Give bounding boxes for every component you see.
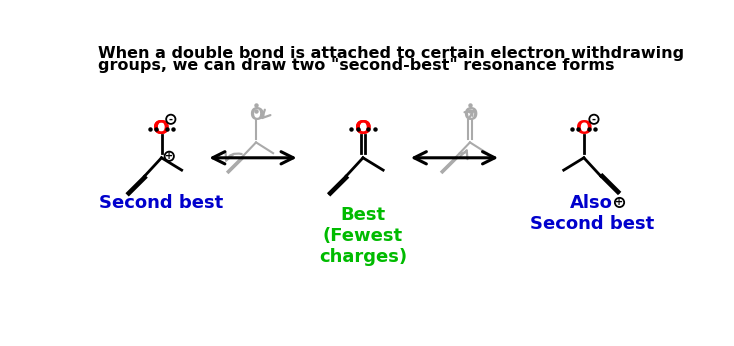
Text: groups, we can draw two "second-best" resonance forms: groups, we can draw two "second-best" re…	[98, 58, 614, 73]
Text: O: O	[463, 106, 477, 124]
Text: +: +	[616, 198, 624, 208]
Text: Second best: Second best	[99, 194, 224, 212]
Text: O: O	[249, 106, 264, 124]
Text: Best
(Fewest
charges): Best (Fewest charges)	[319, 206, 407, 266]
Text: Also
Second best: Also Second best	[529, 194, 654, 233]
Text: O: O	[153, 119, 170, 138]
Text: -: -	[592, 114, 596, 124]
Text: O: O	[355, 119, 371, 138]
Text: O: O	[153, 119, 170, 138]
Text: +: +	[165, 151, 173, 161]
Text: -: -	[169, 114, 172, 124]
Text: O: O	[355, 119, 371, 138]
Text: O: O	[575, 119, 592, 138]
Text: When a double bond is attached to certain electron withdrawing: When a double bond is attached to certai…	[98, 46, 684, 61]
